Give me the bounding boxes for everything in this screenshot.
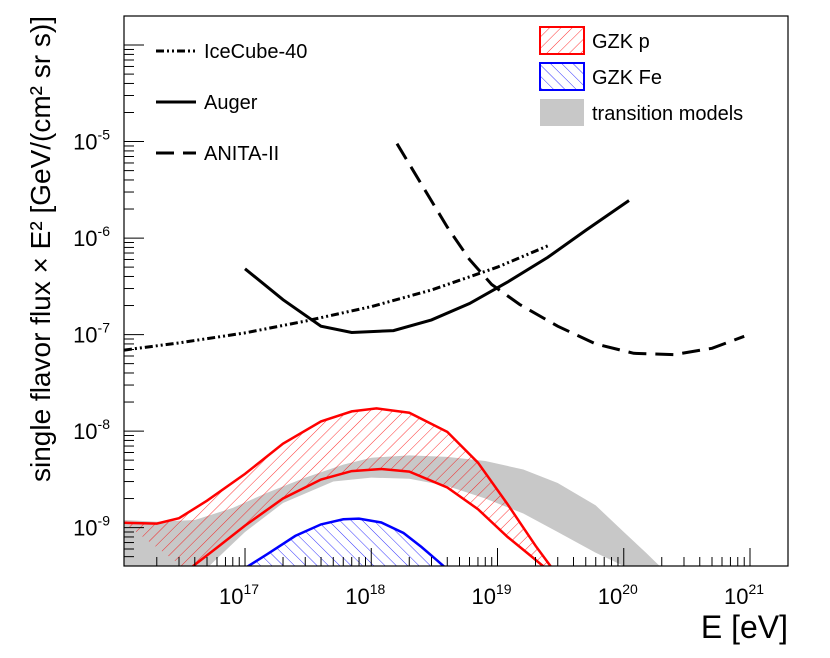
band-gzk-p-upper [124, 407, 553, 566]
x-tick-label: 1021 [724, 581, 764, 609]
legend-label-icecube: IceCube-40 [204, 41, 307, 63]
x-tick-label: 1019 [471, 581, 511, 609]
y-tick-label: 10-8 [73, 416, 110, 444]
x-tick-label: 1020 [598, 581, 638, 609]
legend-label-auger: Auger [204, 92, 258, 114]
band-gzk-p-lower [191, 467, 545, 566]
legend-label-transition: transition models [592, 103, 743, 125]
series-anita [395, 142, 745, 357]
y-tick-label: 10-6 [73, 223, 110, 251]
y-tick-label: 10-9 [73, 513, 110, 541]
x-tick-label: 1018 [345, 581, 385, 609]
series-layer [124, 142, 745, 357]
axis-ticks [124, 15, 789, 567]
band-gzk-fe-fill [248, 518, 444, 566]
legend-right: GZK p GZK Fe transition models [539, 26, 743, 126]
legend-label-gzk-fe: GZK Fe [592, 67, 662, 89]
y-tick-labels: 10-9 10-8 10-7 10-6 10-5 [73, 127, 110, 541]
legend-label-gzk-p: GZK p [592, 31, 650, 53]
y-tick-label: 10-5 [73, 127, 110, 155]
x-tick-labels: 1017 1018 1019 1020 1021 [219, 581, 764, 609]
y-tick-label: 10-7 [73, 320, 110, 348]
legend-label-anita: ANITA-II [204, 143, 279, 165]
bands-layer [124, 407, 660, 566]
band-gzk-p-fill [124, 408, 551, 566]
legend-swatch-gzk-p [539, 26, 585, 55]
x-tick-label: 1017 [219, 581, 259, 609]
plot-frame [123, 15, 789, 567]
band-gzk-fe-upper [245, 517, 446, 566]
legend-left: IceCube-40 Auger ANITA-II [156, 41, 307, 165]
series-auger [244, 199, 630, 335]
y-axis-title: single flavor flux × E² [GeV/(cm² sr s)] [25, 16, 56, 482]
legend-swatch-gzk-fe [539, 62, 585, 91]
legend-swatch-transition [540, 99, 584, 126]
band-transition-models [124, 455, 660, 566]
x-axis-title: E [eV] [701, 609, 788, 645]
series-icecube [124, 244, 549, 352]
